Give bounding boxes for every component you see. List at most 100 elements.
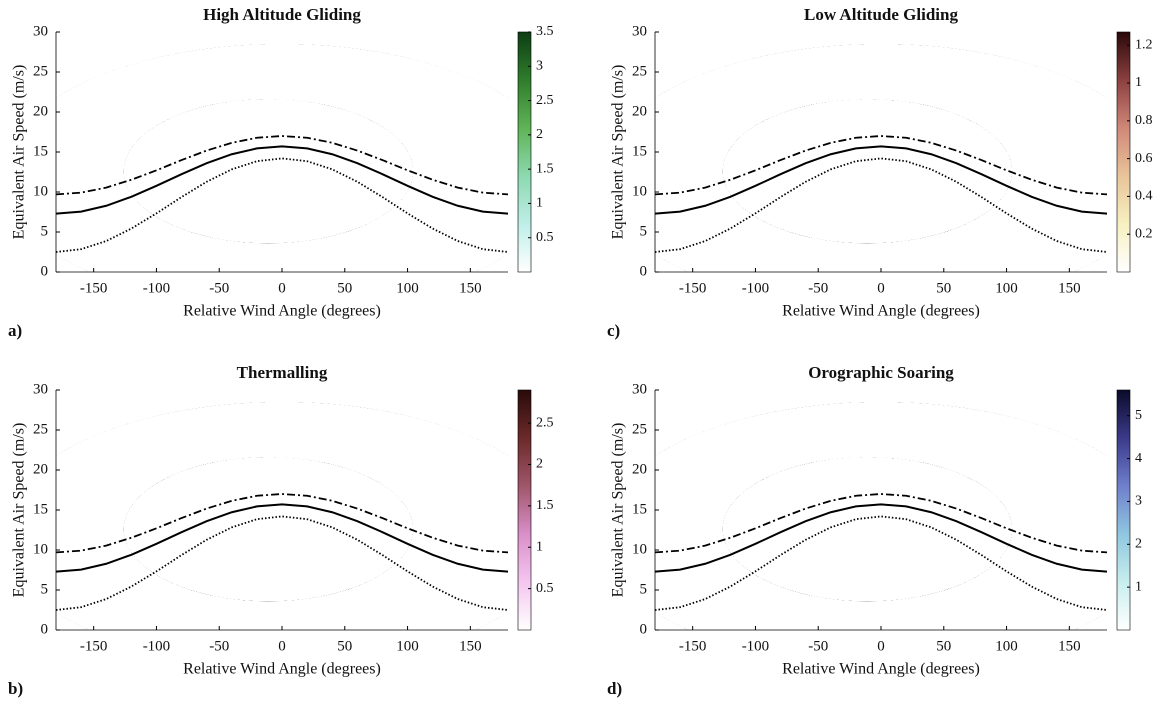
y-tick-label: 15 xyxy=(33,143,48,159)
colorbar-tick-label: 2 xyxy=(536,127,543,142)
colorbar xyxy=(1116,31,1131,273)
x-tick-label: -100 xyxy=(742,280,770,296)
panel: -150 -100 -50 0 50 100 150 0 5 10 15 20 25 30 Thermall… xyxy=(8,363,554,698)
y-axis-label: Equivalent Air Speed (m/s) xyxy=(610,65,627,240)
x-tick-label: 100 xyxy=(396,280,419,296)
x-axis-label: Relative Wind Angle (degrees) xyxy=(183,303,381,320)
density-core xyxy=(722,99,1013,244)
density-core xyxy=(123,457,414,602)
density-field xyxy=(56,402,508,630)
x-tick-label: 150 xyxy=(459,280,482,296)
x-tick-label: -50 xyxy=(808,638,828,654)
colorbar-tick-label: 2.5 xyxy=(536,415,554,430)
y-tick-label: 5 xyxy=(41,581,49,597)
colorbar-tick-label: 0.5 xyxy=(536,230,554,245)
y-tick-label: 20 xyxy=(632,461,647,477)
colorbar-tick-label: 2.5 xyxy=(536,93,554,108)
colorbar xyxy=(517,31,532,273)
y-tick-label: 20 xyxy=(33,461,48,477)
x-tick-label: 50 xyxy=(936,638,951,654)
x-tick-label: 100 xyxy=(995,638,1018,654)
x-tick-label: -150 xyxy=(80,280,108,296)
x-tick-label: 50 xyxy=(337,280,352,296)
chart-title: Thermalling xyxy=(237,363,328,382)
y-tick-label: 10 xyxy=(632,183,647,199)
x-tick-label: -50 xyxy=(209,280,229,296)
curve xyxy=(655,145,1107,215)
y-tick-label: 5 xyxy=(41,223,49,239)
x-axis-label: Relative Wind Angle (degrees) xyxy=(183,661,381,678)
colorbar-tick-label: 1 xyxy=(536,539,543,554)
x-axis-label: Relative Wind Angle (degrees) xyxy=(782,303,980,320)
y-tick-label: 30 xyxy=(632,381,647,397)
density-core xyxy=(722,457,1013,602)
panel-label: a) xyxy=(8,321,22,340)
x-tick-label: 0 xyxy=(278,638,286,654)
y-tick-label: 25 xyxy=(33,63,48,79)
x-tick-label: 50 xyxy=(936,280,951,296)
colorbar-tick-label: 0.5 xyxy=(536,581,554,596)
colorbar-tick-label: 1.5 xyxy=(536,498,554,513)
y-tick-label: 0 xyxy=(41,621,49,637)
x-tick-label: 50 xyxy=(337,638,352,654)
x-tick-label: 100 xyxy=(396,638,419,654)
x-tick-label: 0 xyxy=(877,280,885,296)
colorbar-tick-label: 2 xyxy=(1135,537,1142,552)
colorbar-tick-label: 0.8 xyxy=(1135,113,1153,128)
x-tick-label: -100 xyxy=(742,638,770,654)
density-field xyxy=(655,402,1107,630)
x-tick-label: -50 xyxy=(209,638,229,654)
density-field xyxy=(655,44,1107,272)
y-tick-label: 0 xyxy=(640,263,648,279)
colorbar-tick-label: 4 xyxy=(1135,451,1142,466)
y-tick-label: 30 xyxy=(33,381,48,397)
colorbar-tick-label: 1.2 xyxy=(1135,37,1153,52)
colorbar-tick-label: 1 xyxy=(1135,75,1142,90)
colorbar-tick-label: 1 xyxy=(536,196,543,211)
chart-title: Orographic Soaring xyxy=(808,363,954,382)
y-tick-label: 5 xyxy=(640,223,648,239)
x-tick-label: -150 xyxy=(679,638,707,654)
density-field xyxy=(56,44,508,272)
curve xyxy=(56,145,508,215)
colorbar xyxy=(517,389,532,631)
colorbar-tick-label: 3 xyxy=(536,59,543,74)
y-axis-label: Equivalent Air Speed (m/s) xyxy=(11,65,28,240)
x-tick-label: -150 xyxy=(80,638,108,654)
colorbar-tick-label: 3 xyxy=(1135,494,1142,509)
x-tick-label: 0 xyxy=(877,638,885,654)
y-tick-label: 0 xyxy=(41,263,49,279)
y-tick-label: 25 xyxy=(632,63,647,79)
x-tick-label: 150 xyxy=(459,638,482,654)
y-tick-label: 30 xyxy=(632,23,647,39)
x-tick-label: -150 xyxy=(679,280,707,296)
y-tick-label: 10 xyxy=(33,183,48,199)
x-axis-label: Relative Wind Angle (degrees) xyxy=(782,661,980,678)
y-tick-label: 15 xyxy=(632,143,647,159)
colorbar-tick-label: 5 xyxy=(1135,408,1142,423)
density-core xyxy=(123,99,414,244)
colorbar-tick-label: 1.5 xyxy=(536,161,554,176)
x-tick-label: -100 xyxy=(143,280,171,296)
y-tick-label: 20 xyxy=(33,103,48,119)
panel: -150 -100 -50 0 50 100 150 0 5 10 15 20 25 30 High Alt… xyxy=(8,5,554,340)
y-tick-label: 10 xyxy=(33,541,48,557)
y-axis-label: Equivalent Air Speed (m/s) xyxy=(610,423,627,598)
curve xyxy=(56,503,508,573)
y-tick-label: 5 xyxy=(640,581,648,597)
colorbar xyxy=(1116,389,1131,631)
panel: -150 -100 -50 0 50 100 150051015202530Orograph… xyxy=(607,363,1142,698)
x-tick-label: -50 xyxy=(808,280,828,296)
x-tick-label: 100 xyxy=(995,280,1018,296)
colorbar-tick-label: 0.4 xyxy=(1135,189,1153,204)
panel: -150 -100 -50 0 50 100 150 0 5 10 15 20 25 30 Low Alti… xyxy=(607,5,1153,340)
x-tick-label: 0 xyxy=(278,280,286,296)
y-tick-label: 15 xyxy=(33,501,48,517)
y-tick-label: 0 xyxy=(640,621,648,637)
colorbar-tick-label: 0.6 xyxy=(1135,151,1153,166)
colorbar-tick-label: 3.5 xyxy=(536,24,554,39)
y-tick-label: 20 xyxy=(632,103,647,119)
colorbar-tick-label: 0.2 xyxy=(1135,226,1153,241)
colorbar-tick-label: 2 xyxy=(536,457,543,472)
